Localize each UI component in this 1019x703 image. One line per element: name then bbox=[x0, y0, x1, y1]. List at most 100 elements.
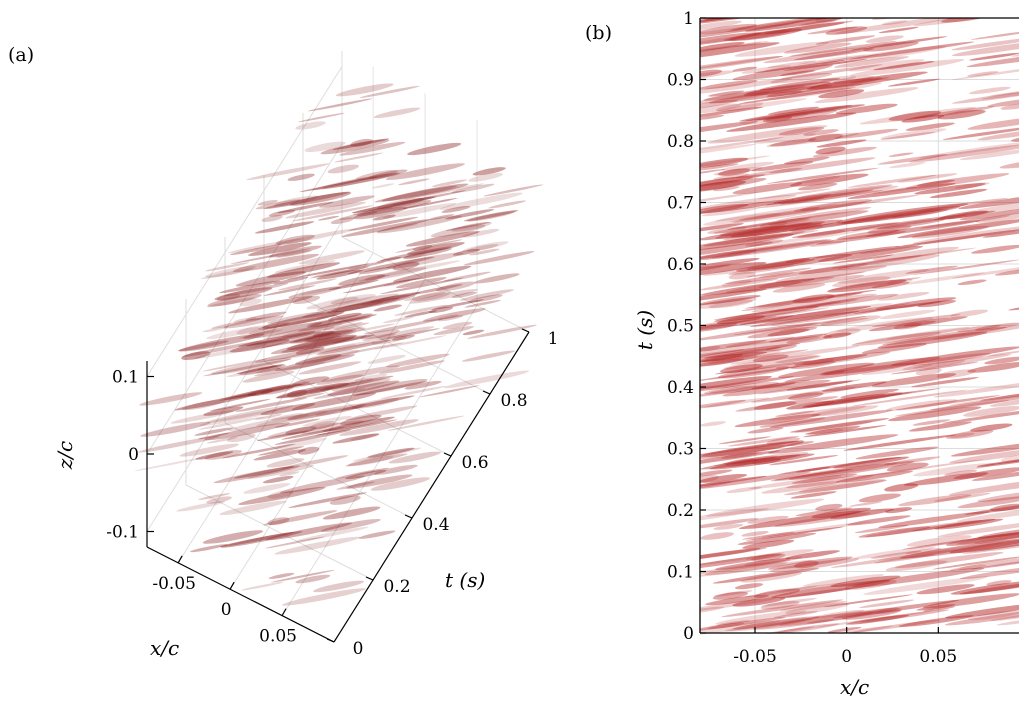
isosurface-streak bbox=[309, 266, 371, 279]
projection-streak bbox=[700, 473, 748, 483]
isosurface-streak bbox=[402, 198, 458, 209]
projection-streak bbox=[700, 199, 795, 214]
isosurface-streak bbox=[322, 506, 381, 520]
projection-streak bbox=[878, 26, 919, 34]
projection-streak bbox=[905, 548, 942, 555]
projection-streak bbox=[779, 607, 900, 626]
isosurface-streak bbox=[295, 121, 326, 130]
projection-streak bbox=[1008, 304, 1019, 311]
isosurface-streak bbox=[310, 336, 342, 344]
projection-streak bbox=[903, 320, 936, 327]
projection-streak bbox=[749, 475, 843, 490]
isosurface-streak bbox=[403, 248, 453, 259]
projection-streak bbox=[767, 60, 817, 68]
projection-streak bbox=[722, 379, 831, 397]
isosurface-streak bbox=[278, 471, 300, 477]
projection-streak bbox=[724, 617, 814, 632]
isosurface-streak bbox=[298, 361, 362, 375]
projection-streak bbox=[700, 508, 770, 526]
isosurface-streak bbox=[383, 280, 410, 287]
projection-streak bbox=[762, 115, 793, 123]
projection-streak bbox=[902, 272, 985, 285]
isosurface-streak bbox=[347, 261, 386, 270]
isosurface-streak bbox=[358, 266, 397, 275]
isosurface-streak bbox=[286, 334, 357, 350]
projection-streak bbox=[819, 370, 846, 376]
projection-streak bbox=[802, 392, 903, 408]
isosurface-streak bbox=[330, 217, 354, 225]
projection-streak bbox=[789, 40, 898, 57]
projection-streak bbox=[847, 174, 937, 188]
projection-streak bbox=[727, 239, 828, 255]
isosurface-streak bbox=[376, 215, 463, 234]
isosurface-streak bbox=[274, 536, 361, 555]
projection-streak bbox=[871, 314, 961, 327]
projection-streak bbox=[700, 518, 759, 530]
t-axis-line bbox=[333, 331, 530, 643]
isosurface-streak bbox=[385, 252, 464, 269]
projection-streak bbox=[862, 41, 919, 52]
y-tick-label: 0.5 bbox=[667, 317, 694, 337]
projection-streak bbox=[863, 576, 989, 595]
projection-streak bbox=[958, 564, 986, 570]
projection-streak bbox=[711, 240, 834, 259]
projection-streak bbox=[700, 258, 760, 269]
isosurface-streak bbox=[362, 333, 396, 342]
projection-streak bbox=[770, 72, 833, 84]
projection-streak bbox=[723, 30, 791, 42]
isosurface-streak bbox=[305, 332, 342, 343]
isosurface-streak bbox=[405, 231, 480, 247]
projection-streak bbox=[877, 154, 948, 165]
isosurface-streak bbox=[268, 572, 295, 579]
isosurface-streak bbox=[271, 569, 335, 583]
isosurface-streak bbox=[227, 238, 303, 254]
isosurface-streak bbox=[239, 364, 286, 376]
isosurface-streak bbox=[303, 329, 357, 342]
isosurface-streak bbox=[379, 277, 464, 295]
t-tick-mark bbox=[521, 328, 530, 333]
projection-streak bbox=[795, 175, 841, 184]
projection-streak bbox=[922, 606, 956, 612]
projection-streak bbox=[772, 283, 826, 293]
isosurface-streak bbox=[268, 209, 296, 217]
projection-streak bbox=[746, 267, 812, 278]
projection-streak bbox=[760, 601, 800, 610]
isosurface-streak bbox=[394, 304, 449, 316]
projection-streak bbox=[934, 210, 996, 221]
projection-streak bbox=[806, 71, 928, 90]
isosurface-streak bbox=[226, 365, 282, 378]
projection-streak bbox=[849, 41, 975, 60]
projection-streak bbox=[700, 399, 746, 410]
isosurface-streak bbox=[264, 191, 351, 209]
projection-streak bbox=[870, 550, 922, 559]
isosurface-streak bbox=[274, 429, 352, 445]
projection-streak bbox=[933, 492, 991, 502]
projection-streak bbox=[732, 596, 786, 607]
projection-streak bbox=[933, 379, 1019, 398]
projection-streak bbox=[700, 239, 832, 259]
projection-streak bbox=[959, 148, 1019, 161]
projection-streak bbox=[757, 188, 832, 200]
projection-streak bbox=[803, 129, 839, 136]
projection-streak bbox=[731, 452, 809, 465]
projection-streak bbox=[886, 327, 970, 340]
projection-streak bbox=[739, 306, 872, 325]
projection-streak bbox=[949, 537, 1019, 554]
x-axis-line bbox=[146, 546, 335, 643]
projection-streak bbox=[916, 584, 975, 595]
isosurface-streak bbox=[319, 375, 394, 391]
isosurface-streak bbox=[367, 447, 415, 458]
isosurface-streak bbox=[296, 526, 369, 542]
projection-streak bbox=[908, 143, 1019, 163]
isosurface-streak bbox=[248, 242, 312, 256]
projection-streak bbox=[774, 469, 854, 481]
projection-streak bbox=[880, 128, 947, 140]
projection-streak bbox=[727, 20, 804, 33]
panel-a-xlabel: x/c bbox=[150, 636, 179, 660]
projection-streak bbox=[856, 459, 983, 478]
projection-streak bbox=[853, 301, 942, 314]
projection-streak bbox=[956, 325, 1001, 333]
projection-streak bbox=[967, 361, 1019, 373]
projection-streak bbox=[784, 362, 918, 383]
projection-streak bbox=[790, 225, 824, 233]
